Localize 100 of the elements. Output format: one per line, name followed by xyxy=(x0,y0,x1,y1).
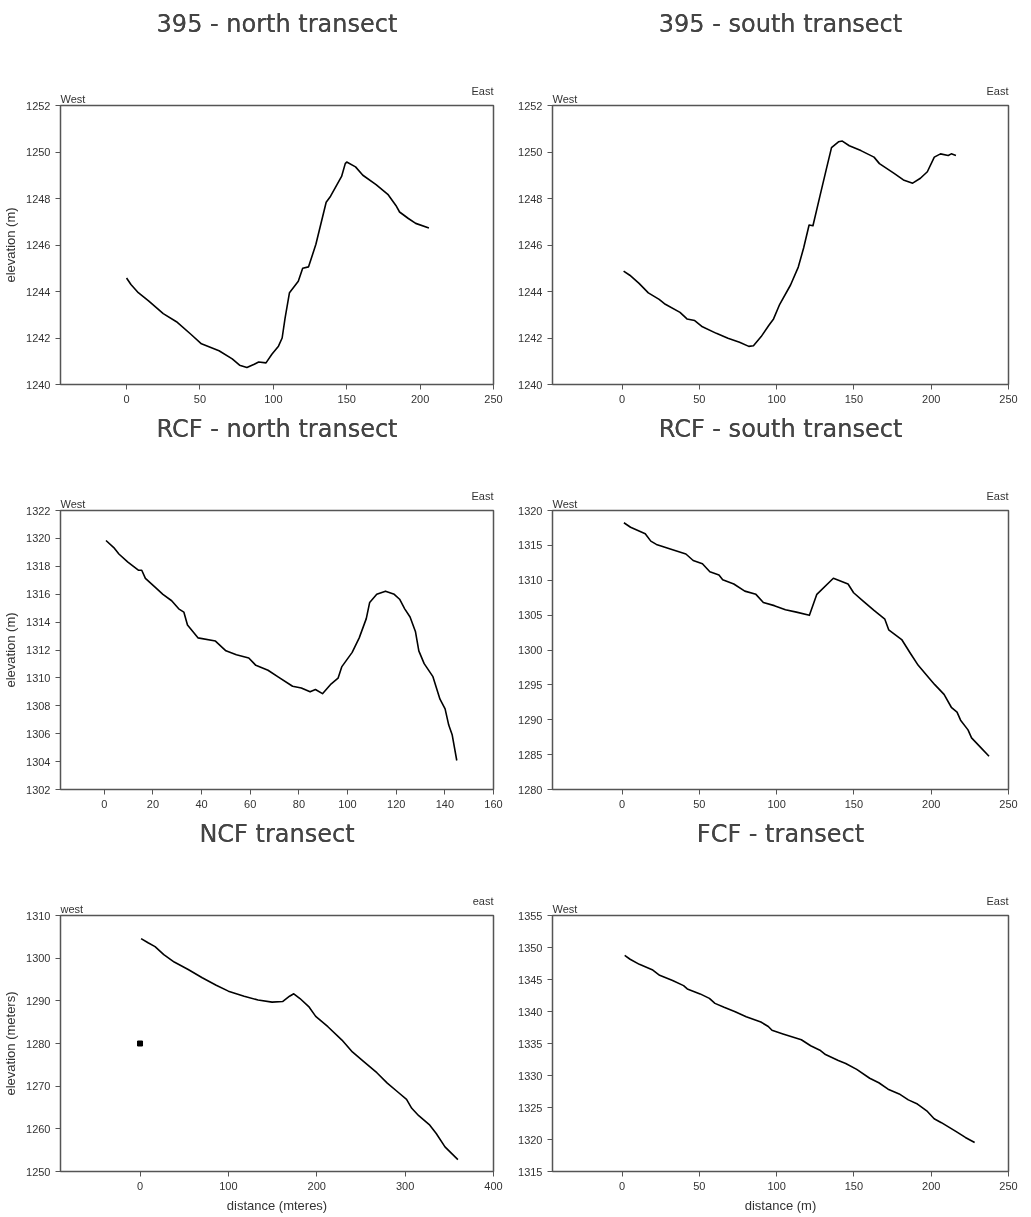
y-tick-label: 1248 xyxy=(518,192,543,205)
y-tick-label: 1240 xyxy=(518,378,543,391)
y-tick-label: 1290 xyxy=(26,994,51,1007)
x-axis-title: distance (mteres) xyxy=(226,1197,328,1213)
x-tick-label: 150 xyxy=(844,392,864,405)
chart-title: RCF - south transect xyxy=(658,414,903,443)
chart-title: 395 - south transect xyxy=(658,9,903,38)
y-tick-label: 1315 xyxy=(518,539,543,552)
x-tick-label: 120 xyxy=(387,797,406,810)
y-tick-label: 1314 xyxy=(26,616,51,629)
y-tick-label: 1270 xyxy=(26,1080,51,1093)
y-tick-label: 1242 xyxy=(518,332,543,344)
y-axis-title: elevation (meters) xyxy=(3,991,19,1096)
x-tick-label: 400 xyxy=(484,1179,503,1192)
x-tick-label: 200 xyxy=(922,392,941,405)
text: west xyxy=(59,903,84,915)
y-tick-label: 1290 xyxy=(518,713,543,726)
x-tick-label: 0 xyxy=(101,797,108,810)
x-tick-label: 0 xyxy=(619,1179,626,1192)
y-tick-label: 1250 xyxy=(26,1165,51,1178)
chart-title: RCF - north transect xyxy=(156,414,398,443)
y-tick-label: 1244 xyxy=(26,285,51,298)
x-tick-label: 200 xyxy=(922,1179,941,1192)
text: West xyxy=(552,93,578,105)
x-tick-label: 300 xyxy=(395,1179,415,1192)
x-tick-label: 0 xyxy=(619,797,626,810)
y-tick-label: 1305 xyxy=(518,609,543,622)
y-tick-label: 1350 xyxy=(518,941,543,954)
chart-title: NCF transect xyxy=(199,819,355,848)
x-tick-label: 150 xyxy=(337,392,356,405)
x-tick-label: 100 xyxy=(264,392,283,405)
text: East xyxy=(986,894,1009,907)
x-tick-label: 80 xyxy=(292,797,306,810)
y-tick-label: 1322 xyxy=(26,504,51,517)
x-tick-label: 250 xyxy=(999,797,1018,810)
x-tick-label: 20 xyxy=(146,797,160,810)
y-tick-label: 1355 xyxy=(518,909,543,922)
y-tick-label: 1285 xyxy=(518,748,543,761)
text: West xyxy=(552,498,578,510)
y-tick-label: 1312 xyxy=(26,644,51,656)
x-tick-label: 0 xyxy=(136,1179,144,1192)
text: West xyxy=(60,93,86,105)
y-tick-label: 1345 xyxy=(518,973,543,986)
y-tick-label: 1316 xyxy=(26,588,51,601)
y-tick-label: 1244 xyxy=(518,285,543,298)
x-axis-title: distance (m) xyxy=(744,1197,817,1213)
text: East xyxy=(986,489,1009,502)
y-tick-label: 1302 xyxy=(26,783,51,796)
x-tick-label: 150 xyxy=(844,797,864,810)
x-tick-label: 60 xyxy=(244,797,257,810)
y-tick-label: 1318 xyxy=(26,560,51,573)
y-tick-label: 1246 xyxy=(26,239,51,251)
text: West xyxy=(552,903,578,915)
x-tick-label: 50 xyxy=(693,392,706,405)
text: East xyxy=(471,489,494,502)
y-tick-label: 1306 xyxy=(26,727,51,740)
y-axis-title: elevation (m) xyxy=(3,207,19,283)
x-tick-label: 100 xyxy=(338,797,357,810)
y-tick-label: 1315 xyxy=(518,1165,543,1178)
y-tick-label: 1295 xyxy=(518,678,543,691)
y-tick-label: 1252 xyxy=(26,99,51,112)
y-tick-label: 1250 xyxy=(26,146,51,158)
chart-title: 395 - north transect xyxy=(156,9,398,38)
x-tick-label: 100 xyxy=(767,797,786,810)
x-tick-label: 250 xyxy=(484,392,503,405)
x-tick-label: 50 xyxy=(693,797,706,810)
text: east xyxy=(472,894,494,907)
y-tick-label: 1310 xyxy=(518,574,543,587)
y-tick-label: 1335 xyxy=(518,1037,543,1050)
y-tick-label: 1320 xyxy=(518,504,543,517)
x-tick-label: 40 xyxy=(195,797,208,810)
x-tick-label: 200 xyxy=(922,797,941,810)
y-tick-label: 1242 xyxy=(26,332,51,344)
y-tick-label: 1340 xyxy=(518,1005,543,1018)
y-tick-label: 1280 xyxy=(26,1037,51,1050)
y-tick-label: 1250 xyxy=(518,146,543,158)
y-tick-label: 1280 xyxy=(518,783,543,796)
y-axis-title: elevation (m) xyxy=(3,612,19,688)
y-tick-label: 1300 xyxy=(26,952,51,965)
x-tick-label: 50 xyxy=(693,1179,706,1192)
y-tick-label: 1248 xyxy=(26,192,51,205)
y-tick-label: 1246 xyxy=(518,239,543,251)
text: East xyxy=(471,84,494,97)
x-tick-label: 160 xyxy=(484,797,503,810)
y-tick-label: 1240 xyxy=(26,378,51,391)
y-tick-label: 1300 xyxy=(518,644,543,656)
chart-title: FCF - transect xyxy=(696,819,865,848)
x-tick-label: 200 xyxy=(307,1179,326,1192)
x-tick-label: 50 xyxy=(193,392,207,405)
x-tick-label: 100 xyxy=(219,1179,238,1192)
x-tick-label: 150 xyxy=(844,1179,864,1192)
x-tick-label: 200 xyxy=(410,392,430,405)
y-tick-label: 1308 xyxy=(26,699,51,712)
y-tick-label: 1260 xyxy=(26,1122,51,1135)
y-tick-label: 1252 xyxy=(518,99,543,112)
x-tick-label: 250 xyxy=(999,1179,1018,1192)
x-tick-label: 0 xyxy=(619,392,626,405)
y-tick-label: 1320 xyxy=(518,1133,543,1146)
x-tick-label: 0 xyxy=(123,392,130,405)
y-tick-label: 1320 xyxy=(26,532,51,545)
